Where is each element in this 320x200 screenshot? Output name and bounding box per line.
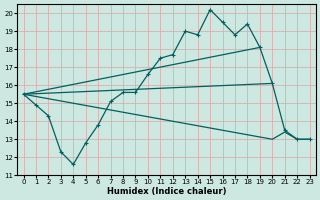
X-axis label: Humidex (Indice chaleur): Humidex (Indice chaleur) [107,187,226,196]
